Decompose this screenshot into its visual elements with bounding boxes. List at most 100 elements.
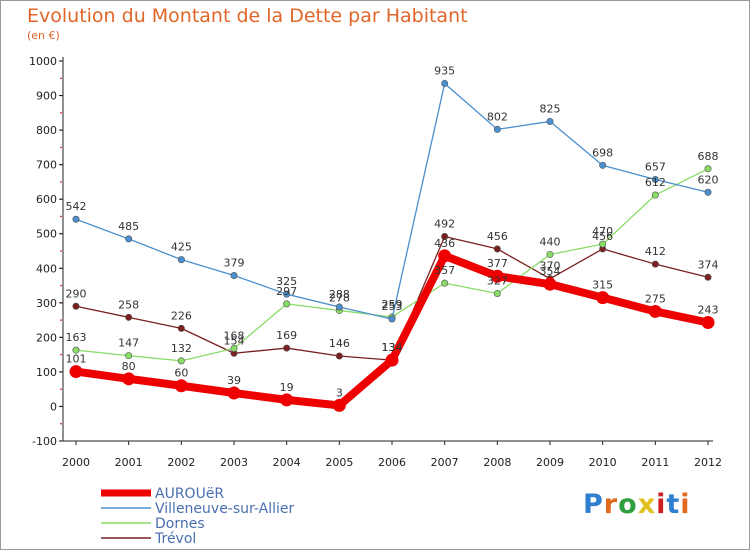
data-label: 39	[227, 374, 241, 387]
series-2	[72, 79, 712, 323]
y-tick-label: 700	[36, 159, 57, 172]
data-label: 688	[698, 150, 719, 163]
y-tick-label: 600	[36, 193, 57, 206]
data-label: 132	[171, 342, 192, 355]
data-label: 425	[171, 241, 192, 254]
x-tick-label: 2004	[273, 456, 301, 469]
data-point	[651, 260, 659, 268]
data-point	[72, 302, 80, 310]
grid-dot	[60, 250, 62, 252]
grid-dot	[60, 215, 62, 218]
legend-label: AUROUëR	[155, 486, 224, 502]
data-label: 315	[592, 279, 613, 292]
x-tick-label: 2002	[167, 456, 195, 469]
data-label: 657	[645, 160, 666, 173]
y-tick-label: 500	[36, 228, 57, 241]
series-3	[72, 165, 712, 365]
x-tick-label: 2011	[641, 456, 669, 469]
data-point	[280, 393, 294, 407]
data-point	[599, 161, 607, 169]
data-point	[335, 352, 343, 360]
y-tick-label: 900	[36, 90, 57, 103]
data-label: 470	[592, 225, 613, 238]
data-label: 169	[276, 329, 297, 342]
data-point	[177, 256, 185, 264]
y-tick-label: -100	[32, 435, 57, 448]
data-point	[651, 175, 659, 183]
data-label: 485	[118, 220, 139, 233]
data-point	[227, 386, 241, 400]
data-point	[651, 191, 659, 199]
data-point	[283, 344, 291, 352]
data-label: 168	[224, 329, 245, 342]
chart-title: Evolution du Montant de la Dette par Hab…	[27, 5, 468, 27]
data-label: 379	[224, 257, 245, 270]
data-point	[546, 117, 554, 125]
data-label: 825	[540, 102, 561, 115]
grid-dot	[60, 112, 62, 114]
x-tick-label: 2008	[483, 456, 511, 469]
data-label: 436	[434, 237, 455, 250]
legend-label: Trévol	[154, 531, 196, 547]
data-label: 542	[66, 200, 87, 213]
data-label: 278	[329, 291, 350, 304]
data-label: 19	[280, 381, 294, 394]
data-point	[490, 269, 504, 283]
data-point	[648, 304, 662, 318]
data-label: 3	[336, 386, 343, 399]
data-point	[704, 188, 712, 196]
data-label: 275	[645, 292, 666, 305]
data-point	[125, 313, 133, 321]
data-label: 297	[276, 285, 297, 298]
data-label: 357	[434, 264, 455, 277]
data-point	[283, 290, 291, 298]
grid-dot	[60, 388, 62, 390]
grid-dot	[60, 181, 62, 183]
data-label: 456	[487, 230, 508, 243]
y-tick-label: 300	[36, 297, 57, 310]
data-point	[543, 277, 557, 291]
data-point	[596, 291, 610, 305]
data-label: 620	[698, 173, 719, 186]
x-tick-label: 2005	[325, 456, 353, 469]
series-layer	[69, 79, 715, 412]
series-1	[69, 249, 715, 412]
data-label: 370	[540, 260, 561, 273]
data-label: 80	[122, 360, 136, 373]
data-label: 259	[382, 298, 403, 311]
data-point	[122, 372, 136, 386]
data-point	[441, 279, 449, 287]
data-label: 377	[487, 257, 508, 270]
data-label: 492	[434, 217, 455, 230]
y-tick-label: 400	[36, 262, 57, 275]
data-point	[177, 324, 185, 332]
data-label: 354	[540, 265, 561, 278]
grid-dot	[60, 77, 62, 80]
data-label: 134	[382, 341, 403, 354]
data-point	[704, 273, 712, 281]
data-label: 154	[224, 334, 245, 347]
data-label: 60	[174, 367, 188, 380]
y-tick-label: 200	[36, 331, 57, 344]
data-label: 698	[592, 146, 613, 159]
data-point	[546, 250, 554, 258]
grid-dot	[60, 319, 62, 321]
grid-dot	[60, 146, 62, 149]
y-tick-label: 0	[50, 400, 57, 413]
data-label: 134	[382, 341, 403, 354]
data-label: 290	[66, 287, 87, 300]
data-point	[441, 79, 449, 87]
data-label: 147	[118, 337, 139, 350]
series-line	[75, 168, 709, 362]
x-tick-label: 2009	[536, 456, 564, 469]
axes: -100 0 100 200 300 400 500 600 700 800 900 1000 2000…	[29, 55, 722, 469]
data-point	[438, 249, 452, 263]
data-point	[174, 379, 188, 393]
data-point	[385, 353, 399, 367]
data-label: 935	[434, 64, 455, 77]
data-point	[388, 315, 396, 323]
data-label: 612	[645, 176, 666, 189]
data-label: 456	[592, 230, 613, 243]
